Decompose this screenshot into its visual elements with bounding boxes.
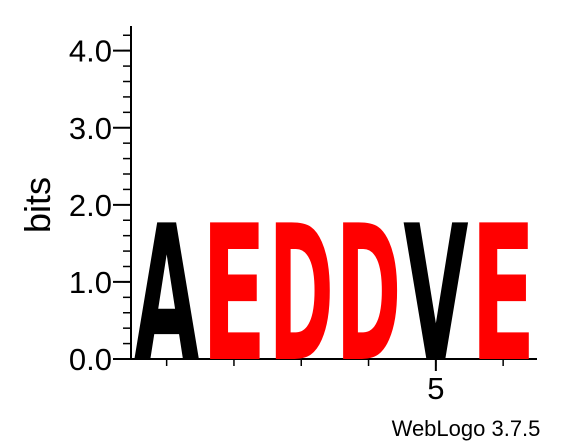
logo-letter-e: E bbox=[201, 186, 266, 404]
footer-credit: WebLogo 3.7.5 bbox=[392, 416, 541, 441]
x-axis: 5 bbox=[131, 358, 537, 406]
logo-letter-d: D bbox=[336, 186, 401, 404]
y-tick-label: 3.0 bbox=[69, 111, 112, 146]
logo-letter-v: V bbox=[403, 186, 468, 404]
y-axis-label: bits bbox=[17, 177, 58, 233]
y-tick-label: 1.0 bbox=[69, 265, 112, 300]
logo-letter-d: D bbox=[269, 186, 334, 404]
x-tick-label: 5 bbox=[427, 371, 444, 406]
y-tick-label: 4.0 bbox=[69, 34, 112, 69]
y-tick-label: 0.0 bbox=[69, 342, 112, 377]
y-tick-label: 2.0 bbox=[69, 188, 112, 223]
y-axis: 0.0 1.0 2.0 3.0 4.0 bbox=[69, 26, 132, 377]
logo-letter-a: A bbox=[134, 186, 199, 404]
logo-letter-e: E bbox=[471, 186, 536, 404]
